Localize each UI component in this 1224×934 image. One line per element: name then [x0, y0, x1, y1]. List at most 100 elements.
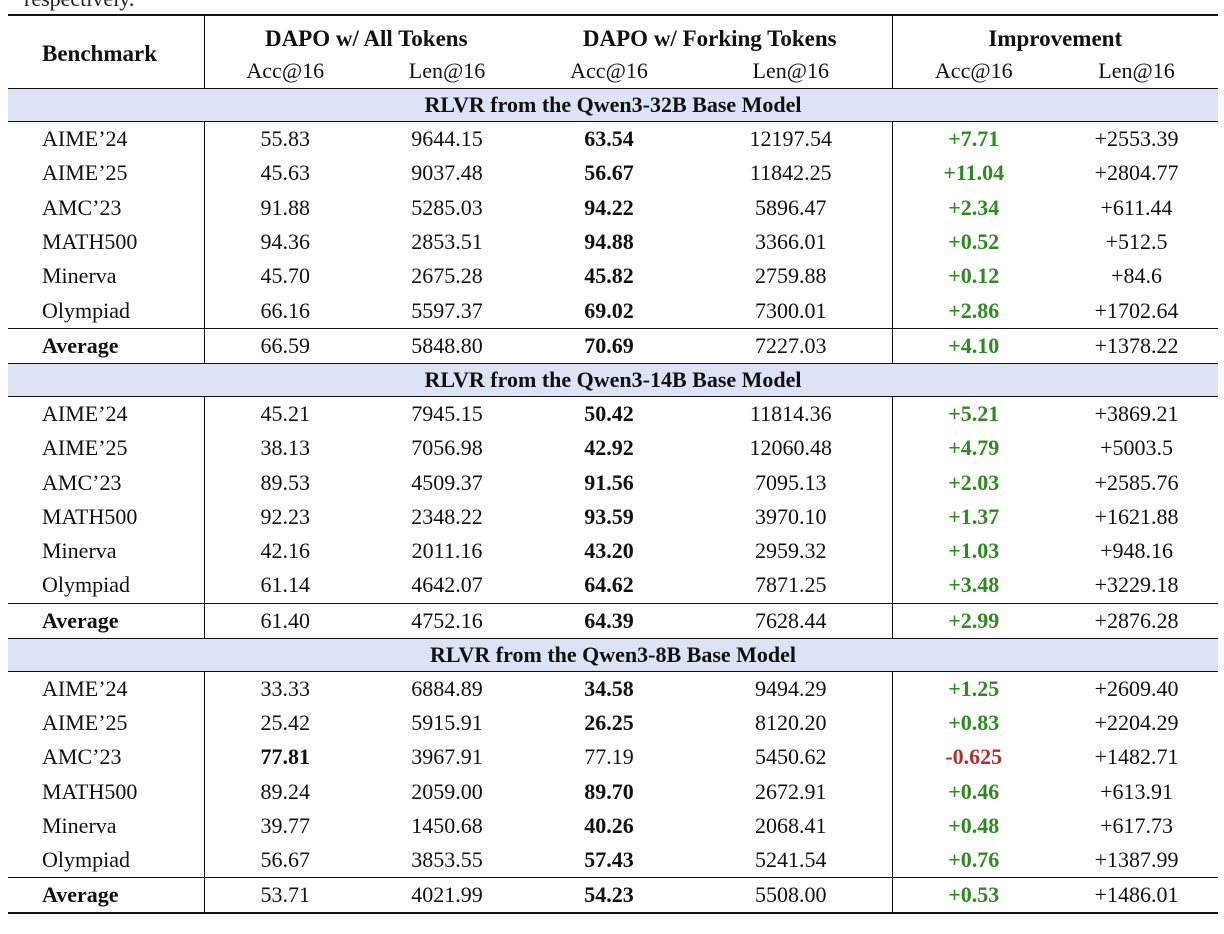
fork-acc-cell: 42.92 — [584, 435, 634, 461]
benchmark-cell: Minerva — [42, 812, 117, 838]
benchmark-cell: MATH500 — [42, 229, 138, 255]
imp-acc-cell: +1.03 — [891, 533, 1056, 569]
imp-len-cell: +1378.22 — [1055, 327, 1219, 364]
benchmark-cell: AIME’24 — [42, 675, 128, 701]
all-len-cell: 5915.91 — [411, 710, 483, 735]
imp-len-cell: +3869.21 — [1094, 400, 1179, 426]
all-acc-cell: 42.16 — [203, 533, 366, 569]
section-title: RLVR from the Qwen3-32B Base Model — [8, 88, 1219, 122]
imp-len-cell: +2876.28 — [1055, 602, 1219, 639]
all-acc-cell: 89.24 — [203, 774, 366, 809]
all-acc-cell: 33.33 — [203, 671, 366, 706]
fork-len-cell: 8120.20 — [755, 710, 827, 735]
imp-len-cell: +1486.01 — [1055, 877, 1219, 915]
all-len-cell: 2853.51 — [411, 229, 483, 255]
fork-acc-cell: 93.59 — [584, 503, 634, 529]
all-acc-cell: 45.70 — [203, 259, 366, 294]
imp-acc-cell: +1.25 — [891, 671, 1056, 706]
all-acc-cell: 89.53 — [203, 465, 366, 500]
imp-len-cell: +1621.88 — [1094, 503, 1179, 529]
all-len-cell: 7056.98 — [411, 435, 483, 461]
all-acc-cell: 39.77 — [203, 808, 366, 844]
all-acc-cell: 66.16 — [203, 293, 366, 329]
all-acc-cell: 25.42 — [203, 705, 366, 741]
imp-len-cell: +948.16 — [1100, 538, 1173, 564]
all-acc-cell: 66.59 — [203, 327, 366, 364]
all-len-cell: 9037.48 — [411, 160, 483, 186]
all-len-cell: 4752.16 — [366, 602, 528, 639]
all-len-cell: 2675.28 — [411, 263, 483, 289]
table-body: RLVR from the Qwen3-32B Base Model AIME’2… — [8, 88, 1219, 915]
fork-len-cell: 2959.32 — [755, 538, 827, 564]
header-group-improvement: Improvement — [891, 15, 1219, 58]
fork-len-cell: 7871.25 — [755, 572, 827, 598]
table-row: AIME’24 45.21 7945.15 50.42 11814.36 +5.21 +38… — [8, 396, 1218, 432]
imp-len-cell: +2585.76 — [1094, 469, 1179, 495]
table-row: Olympiad 66.16 5597.37 69.02 7300.01 +2.86 +17… — [8, 293, 1218, 329]
all-acc-cell: 61.40 — [203, 602, 366, 639]
imp-acc-cell: +2.34 — [891, 190, 1056, 225]
fork-len-cell: 12197.54 — [749, 126, 833, 152]
imp-acc-cell: +2.99 — [891, 602, 1056, 639]
benchmark-cell: AMC’23 — [42, 469, 122, 495]
fork-len-cell: 12060.48 — [749, 435, 833, 461]
imp-acc-cell: +2.03 — [891, 465, 1056, 500]
fork-len-cell: 5896.47 — [755, 194, 827, 220]
all-len-cell: 4021.99 — [366, 877, 528, 915]
all-acc-cell: 45.21 — [203, 396, 366, 432]
table-row: Minerva 45.70 2675.28 45.82 2759.88 +0.12 +84.… — [8, 259, 1218, 294]
fork-acc-cell: 94.22 — [584, 194, 634, 220]
imp-len-cell: +2609.40 — [1094, 675, 1179, 701]
table-row: AIME’25 25.42 5915.91 26.25 8120.20 +0.83 +220… — [8, 705, 1218, 741]
all-len-cell: 2348.22 — [411, 503, 483, 529]
benchmark-cell: Olympiad — [42, 572, 130, 598]
benchmark-cell: AIME’24 — [42, 400, 128, 426]
fork-len-cell: 2759.88 — [755, 263, 827, 289]
imp-len-cell: +512.5 — [1105, 229, 1168, 255]
all-len-cell: 3967.91 — [411, 744, 483, 770]
table-row: AMC’23 89.53 4509.37 91.56 7095.13 +2.03 +2585… — [8, 465, 1218, 500]
all-len-cell: 6884.89 — [411, 675, 483, 701]
imp-acc-cell: +0.46 — [891, 774, 1056, 809]
all-acc-cell: 53.71 — [203, 877, 366, 915]
benchmark-cell: MATH500 — [42, 778, 138, 804]
table-row: AIME’24 33.33 6884.89 34.58 9494.29 +1.25 +260… — [8, 671, 1218, 706]
all-len-cell: 4509.37 — [411, 469, 483, 495]
all-len-cell: 5597.37 — [411, 297, 483, 323]
benchmark-cell: Olympiad — [42, 297, 130, 323]
table-row: AIME’25 38.13 7056.98 42.92 12060.48 +4.79 +50… — [8, 431, 1218, 466]
fork-len-cell: 5241.54 — [755, 847, 827, 873]
fork-len-cell: 3366.01 — [755, 229, 827, 255]
all-len-cell: 4642.07 — [411, 572, 483, 598]
fork-len-cell: 11842.25 — [749, 160, 832, 186]
imp-acc-cell: +4.79 — [891, 431, 1056, 466]
header-benchmark: Benchmark — [42, 41, 157, 66]
benchmark-cell: AIME’25 — [42, 435, 128, 461]
all-len-cell: 5848.80 — [366, 327, 528, 364]
imp-acc-cell: +0.83 — [891, 705, 1056, 741]
imp-acc-cell: +5.21 — [891, 396, 1056, 432]
imp-acc-cell: +11.04 — [891, 156, 1056, 191]
benchmark-cell: AMC’23 — [42, 744, 122, 770]
header-group-all-tokens: DAPO w/ All Tokens — [203, 15, 528, 58]
header-group-forking-tokens: DAPO w/ Forking Tokens — [582, 26, 837, 51]
imp-acc-cell: -0.625 — [891, 740, 1056, 775]
table-row: AMC’23 77.81 3967.91 77.19 5450.62 -0.625 +148… — [8, 740, 1218, 775]
section-header: RLVR from the Qwen3-32B Base Model — [8, 88, 1219, 122]
imp-acc-cell: +0.48 — [891, 808, 1056, 844]
imp-acc-cell: +4.10 — [891, 327, 1056, 364]
table-row: AIME’24 55.83 9644.15 63.54 12197.54 +7.71 +25… — [8, 121, 1218, 157]
imp-len-cell: +2204.29 — [1094, 710, 1179, 735]
fork-len-cell: 11814.36 — [749, 400, 832, 426]
imp-len-cell: +617.73 — [1100, 812, 1173, 838]
fork-acc-cell: 50.42 — [584, 400, 634, 426]
all-len-cell: 5285.03 — [411, 194, 483, 220]
fork-acc-cell: 45.82 — [584, 263, 634, 289]
imp-len-cell: +84.6 — [1111, 263, 1162, 289]
section-header: RLVR from the Qwen3-14B Base Model — [8, 362, 1219, 397]
fork-acc-cell: 64.39 — [528, 602, 690, 639]
subheader-imp-len: Len@16 — [1098, 58, 1175, 83]
fork-acc-cell: 57.43 — [584, 847, 634, 873]
imp-acc-cell: +2.86 — [891, 293, 1056, 329]
benchmark-cell: AIME’24 — [42, 126, 128, 152]
